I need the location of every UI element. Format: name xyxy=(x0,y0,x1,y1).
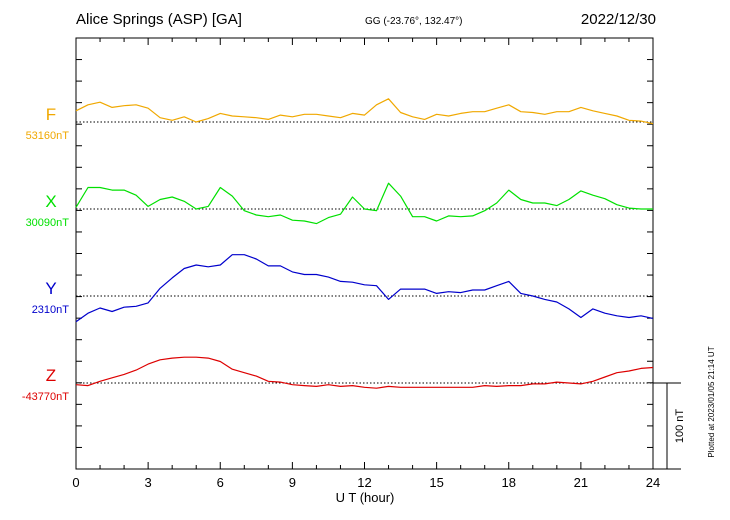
x-tick-label: 6 xyxy=(217,475,224,490)
series-z-name: Z xyxy=(46,366,56,385)
x-axis-label: U T (hour) xyxy=(336,490,395,505)
x-tick-label: 18 xyxy=(502,475,516,490)
x-tick-label: 15 xyxy=(429,475,443,490)
series-f-line xyxy=(75,98,654,125)
x-tick-label: 21 xyxy=(574,475,588,490)
plot-border xyxy=(75,37,654,470)
series-y-baseline: 2310nT xyxy=(32,304,70,316)
axis-ticks xyxy=(75,37,654,470)
plot-frame xyxy=(75,37,654,470)
series-lines xyxy=(75,98,654,389)
series-z-line xyxy=(75,356,654,389)
x-tick-label: 24 xyxy=(646,475,660,490)
series-y-line xyxy=(75,254,654,323)
scale-bar xyxy=(653,382,681,470)
series-z-baseline: -43770nT xyxy=(22,391,69,403)
series-x-name: X xyxy=(45,192,56,211)
station-title: Alice Springs (ASP) [GA] xyxy=(76,11,242,28)
chart-date: 2022/12/30 xyxy=(581,11,656,28)
x-tick-label: 0 xyxy=(72,475,79,490)
baselines xyxy=(76,121,653,384)
series-labels: F 53160nT X 30090nT Y 2310nT Z -43770nT xyxy=(22,105,69,403)
x-tick-label: 12 xyxy=(357,475,371,490)
series-f-name: F xyxy=(46,105,56,124)
series-x-baseline: 30090nT xyxy=(26,217,70,229)
plotted-timestamp: Plotted at 2023/01/05 21:14 UT xyxy=(707,346,716,457)
x-tick-label: 9 xyxy=(289,475,296,490)
scale-label: 100 nT xyxy=(674,409,686,444)
series-y-name: Y xyxy=(45,279,56,298)
series-f-baseline: 53160nT xyxy=(26,130,70,142)
series-x-line xyxy=(75,182,653,225)
x-tick-labels: 0 3 6 9 12 15 18 21 24 xyxy=(72,475,660,490)
x-tick-label: 3 xyxy=(145,475,152,490)
station-coordinates: GG (-23.76°, 132.47°) xyxy=(365,16,463,27)
